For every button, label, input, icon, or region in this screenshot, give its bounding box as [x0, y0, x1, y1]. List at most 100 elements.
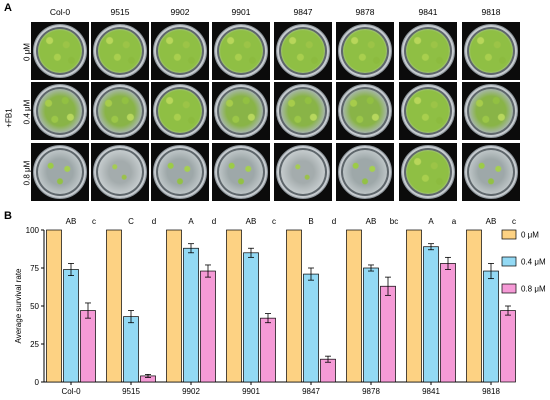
significance-letter-upper: B: [308, 217, 313, 226]
panel-a: A Col-0 9515 9902 9901 9847 9878 9841 9818 0 μM…: [4, 2, 520, 201]
plate-image: [274, 82, 332, 140]
plate-image: [336, 22, 394, 80]
y-tick-label: 0: [35, 378, 40, 387]
plate-image: [91, 22, 149, 80]
x-tick-label: 9878: [362, 387, 380, 396]
treatment-label: +FB1: [4, 108, 14, 128]
petri-dish: [464, 145, 518, 199]
plate-image: [462, 82, 520, 140]
panel-a-label: A: [4, 2, 12, 14]
plate-image: [151, 82, 209, 140]
bar: [200, 270, 216, 383]
plate-column-header: 9847: [293, 7, 313, 17]
significance-letter-lower: bc: [390, 217, 398, 226]
bar: [500, 310, 516, 383]
plate-image: [212, 143, 270, 201]
bar: [466, 229, 482, 383]
bar: [243, 252, 259, 383]
significance-letter-lower: d: [332, 217, 336, 226]
significance-letter-lower: c: [272, 217, 276, 226]
petri-dish: [464, 24, 518, 78]
significance-letter-lower: a: [452, 217, 457, 226]
petri-dish: [276, 84, 330, 138]
y-axis-title: Average survival rate: [14, 268, 23, 344]
plate-image: [462, 143, 520, 201]
plate-image: [462, 22, 520, 80]
y-tick-label: 75: [30, 264, 39, 273]
significance-letter-upper: C: [128, 217, 134, 226]
petri-dish: [93, 145, 147, 199]
x-tick-label: 9841: [422, 387, 440, 396]
x-tick-label: 9902: [182, 387, 200, 396]
significance-letter-upper: A: [428, 217, 434, 226]
plate-column-header: 9878: [355, 7, 375, 17]
bar: [346, 229, 362, 383]
petri-dish: [93, 24, 147, 78]
petri-dish: [276, 145, 330, 199]
significance-letter-upper: A: [188, 217, 194, 226]
petri-dish: [276, 24, 330, 78]
plate-column-header: 9818: [481, 7, 501, 17]
bar: [106, 229, 122, 383]
x-tick-label: 9515: [122, 387, 140, 396]
plate-column-header: 9901: [231, 7, 251, 17]
significance-letter-lower: d: [212, 217, 216, 226]
plate-image: [151, 22, 209, 80]
plate-column-header: 9841: [418, 7, 438, 17]
y-tick-label: 25: [30, 340, 39, 349]
petri-dish: [33, 24, 87, 78]
plate-image: [212, 82, 270, 140]
petri-dish: [214, 84, 268, 138]
significance-letter-upper: AB: [366, 217, 377, 226]
petri-dish: [214, 145, 268, 199]
bar: [286, 229, 302, 383]
x-tick-label: 9847: [302, 387, 320, 396]
plate-image: [274, 143, 332, 201]
plate-image: [399, 143, 457, 201]
significance-letter-upper: AB: [486, 217, 497, 226]
legend-label: 0.4 μM: [521, 258, 546, 267]
petri-dish: [401, 24, 455, 78]
plate-image: [31, 82, 89, 140]
plate-image: [336, 82, 394, 140]
petri-dish: [33, 145, 87, 199]
x-tick-label: Col-0: [61, 387, 81, 396]
plate-column-header: Col-0: [49, 7, 71, 17]
significance-letter-upper: AB: [246, 217, 257, 226]
bar: [380, 285, 396, 383]
legend-swatch: [501, 256, 517, 267]
bar: [363, 267, 379, 383]
plate-image: [31, 143, 89, 201]
plate-image: [212, 22, 270, 80]
panel-b-label: B: [4, 210, 12, 222]
bar: [80, 310, 96, 383]
legend-label: 0.8 μM: [521, 285, 546, 294]
legend-label: 0 μM: [521, 231, 539, 240]
bar: [183, 247, 199, 383]
petri-dish: [93, 84, 147, 138]
bar: [303, 273, 319, 383]
plate-image: [399, 82, 457, 140]
y-tick-label: 100: [26, 226, 40, 235]
plate-image: [91, 82, 149, 140]
petri-dish: [401, 145, 455, 199]
legend-swatch: [501, 229, 517, 240]
x-tick-label: 9818: [482, 387, 500, 396]
significance-letter-lower: c: [92, 217, 96, 226]
bar: [406, 229, 422, 383]
petri-dish: [153, 145, 207, 199]
significance-letter-lower: d: [152, 217, 156, 226]
petri-dish: [153, 24, 207, 78]
bar: [440, 263, 456, 383]
plate-image: [91, 143, 149, 201]
bar: [483, 270, 499, 383]
bar: [63, 269, 79, 383]
x-tick-label: 9901: [242, 387, 260, 396]
bar: [46, 229, 62, 383]
plate-image: [31, 22, 89, 80]
plate-column-header: 9902: [170, 7, 190, 17]
legend-swatch: [501, 283, 517, 294]
petri-dish: [214, 24, 268, 78]
bar: [166, 229, 182, 383]
